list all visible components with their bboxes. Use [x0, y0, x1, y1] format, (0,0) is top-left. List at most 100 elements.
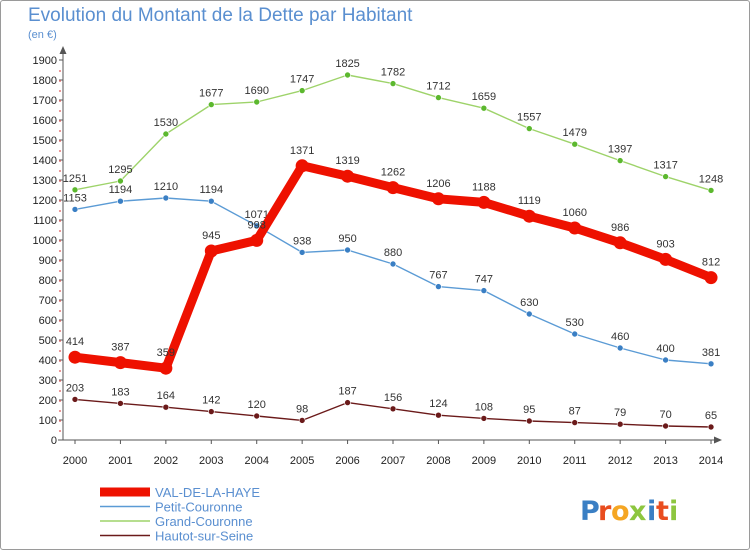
brand-logo-letter: o — [611, 496, 630, 527]
data-label: 142 — [202, 395, 220, 407]
y-tick-label: 800 — [39, 275, 57, 287]
data-point — [435, 283, 442, 290]
x-tick-label: 2001 — [108, 455, 132, 467]
data-label: 400 — [656, 343, 674, 355]
data-point — [707, 423, 715, 431]
data-label: 359 — [157, 347, 175, 359]
data-point — [480, 104, 488, 112]
data-point — [480, 287, 488, 294]
chart-subtitle: (en €) — [28, 29, 57, 41]
y-tick-label: 200 — [39, 395, 57, 407]
data-point — [616, 420, 624, 428]
data-label: 530 — [566, 317, 584, 329]
data-label: 95 — [523, 404, 535, 416]
data-label: 1319 — [335, 155, 359, 167]
data-point — [253, 222, 261, 230]
data-point — [613, 236, 627, 250]
data-label: 1153 — [63, 192, 87, 204]
y-tick-label: 700 — [39, 295, 57, 307]
data-point — [571, 140, 579, 148]
data-label: 1747 — [290, 74, 314, 86]
y-tick-label: 1300 — [33, 175, 57, 187]
y-tick-label: 1400 — [33, 155, 57, 167]
data-point — [431, 192, 445, 206]
data-point — [616, 157, 624, 164]
data-point — [253, 98, 261, 106]
x-axis-arrow — [714, 436, 722, 444]
data-point — [525, 417, 533, 425]
y-tick-label: 1800 — [33, 75, 57, 87]
data-label: 1060 — [562, 207, 586, 219]
chart-title: Evolution du Montant de la Dette par Hab… — [28, 5, 413, 26]
data-point — [522, 209, 536, 223]
data-label: 156 — [384, 392, 402, 404]
data-point — [389, 260, 397, 268]
y-tick-label: 1000 — [33, 235, 57, 247]
data-point — [298, 249, 306, 256]
data-label: 1712 — [426, 81, 450, 93]
data-label: 1659 — [472, 91, 496, 103]
data-label: 1188 — [472, 181, 496, 193]
data-point — [571, 330, 579, 338]
data-point — [662, 356, 669, 364]
data-label: 938 — [293, 235, 311, 247]
data-label: 124 — [429, 398, 447, 410]
x-tick-label: 2003 — [199, 455, 223, 467]
data-label: 1677 — [199, 88, 223, 100]
data-point — [616, 344, 624, 352]
data-point — [295, 159, 309, 173]
y-tick-label: 900 — [39, 255, 57, 267]
data-label: 98 — [296, 403, 308, 415]
y-tick-label: 1500 — [33, 135, 57, 147]
data-point — [477, 195, 491, 209]
data-label: 187 — [338, 386, 356, 398]
data-point — [250, 233, 264, 247]
data-label: 1530 — [154, 117, 178, 129]
data-point — [68, 350, 82, 364]
data-point — [71, 396, 79, 403]
data-point — [704, 271, 718, 285]
data-point — [204, 244, 218, 258]
data-point — [117, 177, 124, 185]
brand-logo-letter: r — [598, 496, 612, 527]
x-tick-label: 2004 — [244, 455, 268, 467]
brand-logo-letter: x — [629, 496, 646, 527]
data-label: 108 — [475, 401, 493, 413]
y-tick-label: 1100 — [33, 215, 57, 227]
data-point — [525, 310, 533, 318]
data-point — [341, 169, 355, 183]
data-point — [707, 187, 715, 194]
data-label: 65 — [705, 410, 717, 422]
data-point — [207, 408, 215, 415]
data-point — [117, 400, 124, 407]
y-tick-label: 400 — [39, 355, 57, 367]
data-point — [525, 125, 533, 132]
y-tick-label: 600 — [39, 315, 57, 327]
data-point — [253, 412, 261, 420]
data-label: 1825 — [335, 58, 359, 70]
data-label: 630 — [520, 297, 538, 309]
data-point — [435, 94, 442, 101]
data-label: 747 — [475, 274, 493, 286]
y-axis-arrow — [59, 46, 67, 54]
data-label: 381 — [702, 347, 720, 359]
data-label: 164 — [157, 390, 175, 402]
data-label: 414 — [66, 336, 84, 348]
legend-label: Hautot-sur-Seine — [155, 529, 253, 544]
brand-logo-letter: P — [580, 496, 600, 527]
y-tick-label: 0 — [51, 435, 57, 447]
y-tick-label: 1700 — [33, 95, 57, 107]
data-label: 1194 — [109, 184, 133, 196]
data-point — [435, 411, 442, 419]
data-label: 998 — [248, 219, 266, 231]
data-label: 460 — [611, 331, 629, 343]
data-point — [568, 221, 582, 235]
data-label: 880 — [384, 247, 402, 259]
data-point — [662, 422, 669, 430]
legend-label: VAL-DE-LA-HAYE — [155, 485, 260, 500]
x-tick-label: 2014 — [699, 455, 723, 467]
data-label: 945 — [202, 230, 220, 242]
data-label: 387 — [111, 342, 129, 354]
